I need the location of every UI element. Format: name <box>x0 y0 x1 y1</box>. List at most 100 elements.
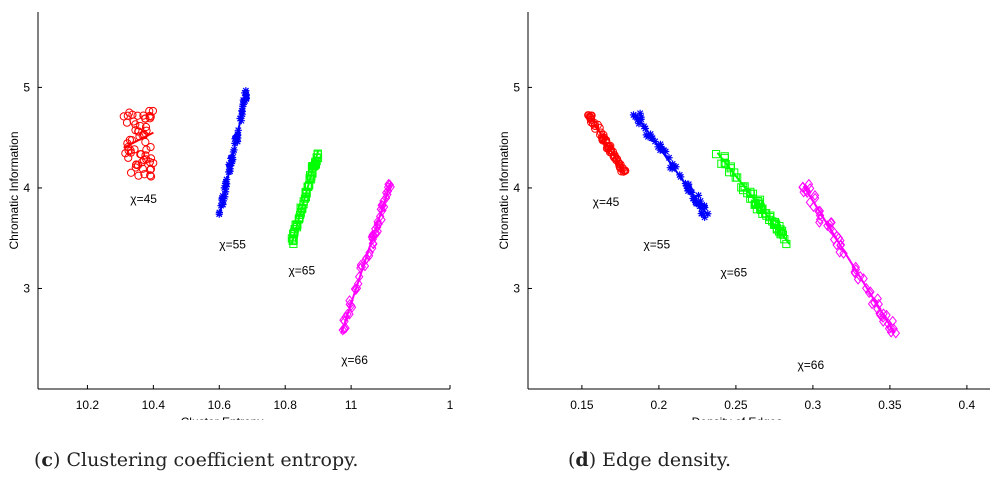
data-point <box>234 134 242 142</box>
data-point <box>360 260 370 272</box>
fit-line <box>716 152 791 245</box>
series-3: χ=65 <box>287 149 323 277</box>
data-point <box>672 163 680 171</box>
data-point <box>886 322 896 334</box>
data-point <box>146 164 156 174</box>
data-point <box>145 111 154 121</box>
fit-line <box>588 115 626 175</box>
x-tick-label: 10.4 <box>142 398 166 412</box>
caption-c: (c) Clustering coefficient entropy. <box>34 449 359 471</box>
data-point <box>381 192 391 204</box>
x-tick-label: 10.2 <box>76 398 100 412</box>
y-axis-label: Chromatic Information <box>7 131 21 249</box>
data-point <box>689 194 697 203</box>
x-tick-label: 1 <box>447 398 454 412</box>
data-point <box>134 171 143 180</box>
panel-c: 10.210.410.610.8111345Cluster EntropyChr… <box>7 12 454 420</box>
data-point <box>696 197 705 205</box>
data-point <box>657 142 665 151</box>
x-axis-label: Cluster Entropy <box>181 415 264 420</box>
series-label: χ=65 <box>288 263 315 277</box>
data-point <box>133 161 143 170</box>
data-point <box>692 200 701 208</box>
data-point <box>685 180 693 188</box>
data-point <box>134 127 143 136</box>
x-tick-label: 0.15 <box>570 398 594 412</box>
data-point <box>637 115 645 123</box>
y-tick-label: 5 <box>23 80 30 94</box>
x-tick-label: 0.2 <box>651 398 668 412</box>
data-point <box>762 209 771 218</box>
data-point <box>124 146 133 155</box>
data-point <box>694 191 703 200</box>
data-point <box>136 150 145 159</box>
caption-d-letter: d <box>575 449 589 471</box>
data-point <box>878 312 888 323</box>
x-tick-label: 10.6 <box>208 398 232 412</box>
series-label: χ=55 <box>219 237 246 251</box>
data-point <box>125 108 134 117</box>
data-point <box>666 164 674 172</box>
data-point <box>375 210 385 222</box>
data-point <box>662 147 670 156</box>
figure-plots: 10.210.410.610.8111345Cluster EntropyChr… <box>7 12 990 420</box>
series-label: χ=45 <box>130 192 157 206</box>
data-point <box>777 228 786 237</box>
data-point <box>827 217 836 228</box>
data-point <box>815 217 824 228</box>
x-tick-label: 0.35 <box>878 398 902 412</box>
data-point <box>635 119 643 128</box>
data-point <box>614 158 623 167</box>
data-point <box>798 181 807 193</box>
data-point <box>361 254 370 266</box>
data-point <box>141 151 150 160</box>
data-point <box>634 116 642 124</box>
data-point <box>704 210 712 218</box>
data-point <box>823 220 832 232</box>
data-point <box>219 200 227 209</box>
data-point <box>340 323 349 335</box>
data-point <box>814 206 823 217</box>
fit-line <box>634 113 709 217</box>
data-point <box>590 118 599 128</box>
data-point <box>656 140 664 148</box>
data-point <box>239 96 247 104</box>
series-1: χ=45 <box>119 106 158 206</box>
fit-line <box>290 150 320 244</box>
series-2: χ=55 <box>215 87 251 251</box>
data-point <box>642 131 650 139</box>
data-point <box>619 166 629 175</box>
y-tick-label: 5 <box>513 80 520 94</box>
data-point <box>136 121 145 131</box>
data-point <box>142 145 151 154</box>
series-4: χ=66 <box>338 178 395 367</box>
x-tick-label: 0.4 <box>959 398 976 412</box>
data-point <box>659 146 667 155</box>
data-point <box>584 111 593 120</box>
data-point <box>146 171 155 180</box>
y-axis-label: Chromatic Information <box>497 131 511 249</box>
data-point <box>142 126 151 135</box>
data-point <box>126 168 136 177</box>
series-label: χ=45 <box>593 195 620 209</box>
data-point <box>602 138 611 148</box>
series-1: χ=45 <box>584 111 630 209</box>
data-point <box>139 155 148 165</box>
data-point <box>740 182 749 191</box>
data-point <box>612 156 621 165</box>
data-point <box>373 218 383 230</box>
y-tick-label: 3 <box>23 281 30 295</box>
data-point <box>119 112 128 121</box>
data-point <box>225 160 233 169</box>
data-point <box>141 122 151 132</box>
data-point <box>670 162 678 170</box>
data-point <box>385 179 394 191</box>
caption-d: (d) Edge density. <box>568 449 732 471</box>
fit-line <box>802 185 896 334</box>
data-point <box>765 215 774 224</box>
panel-d: 0.15 0.2 0.25 0.3 0.35 0.4 3 4 5 Density of Edges… <box>497 12 990 420</box>
data-point <box>835 246 844 258</box>
data-point <box>371 223 380 235</box>
data-point <box>752 205 761 214</box>
y-tick-label: 3 <box>513 281 520 295</box>
